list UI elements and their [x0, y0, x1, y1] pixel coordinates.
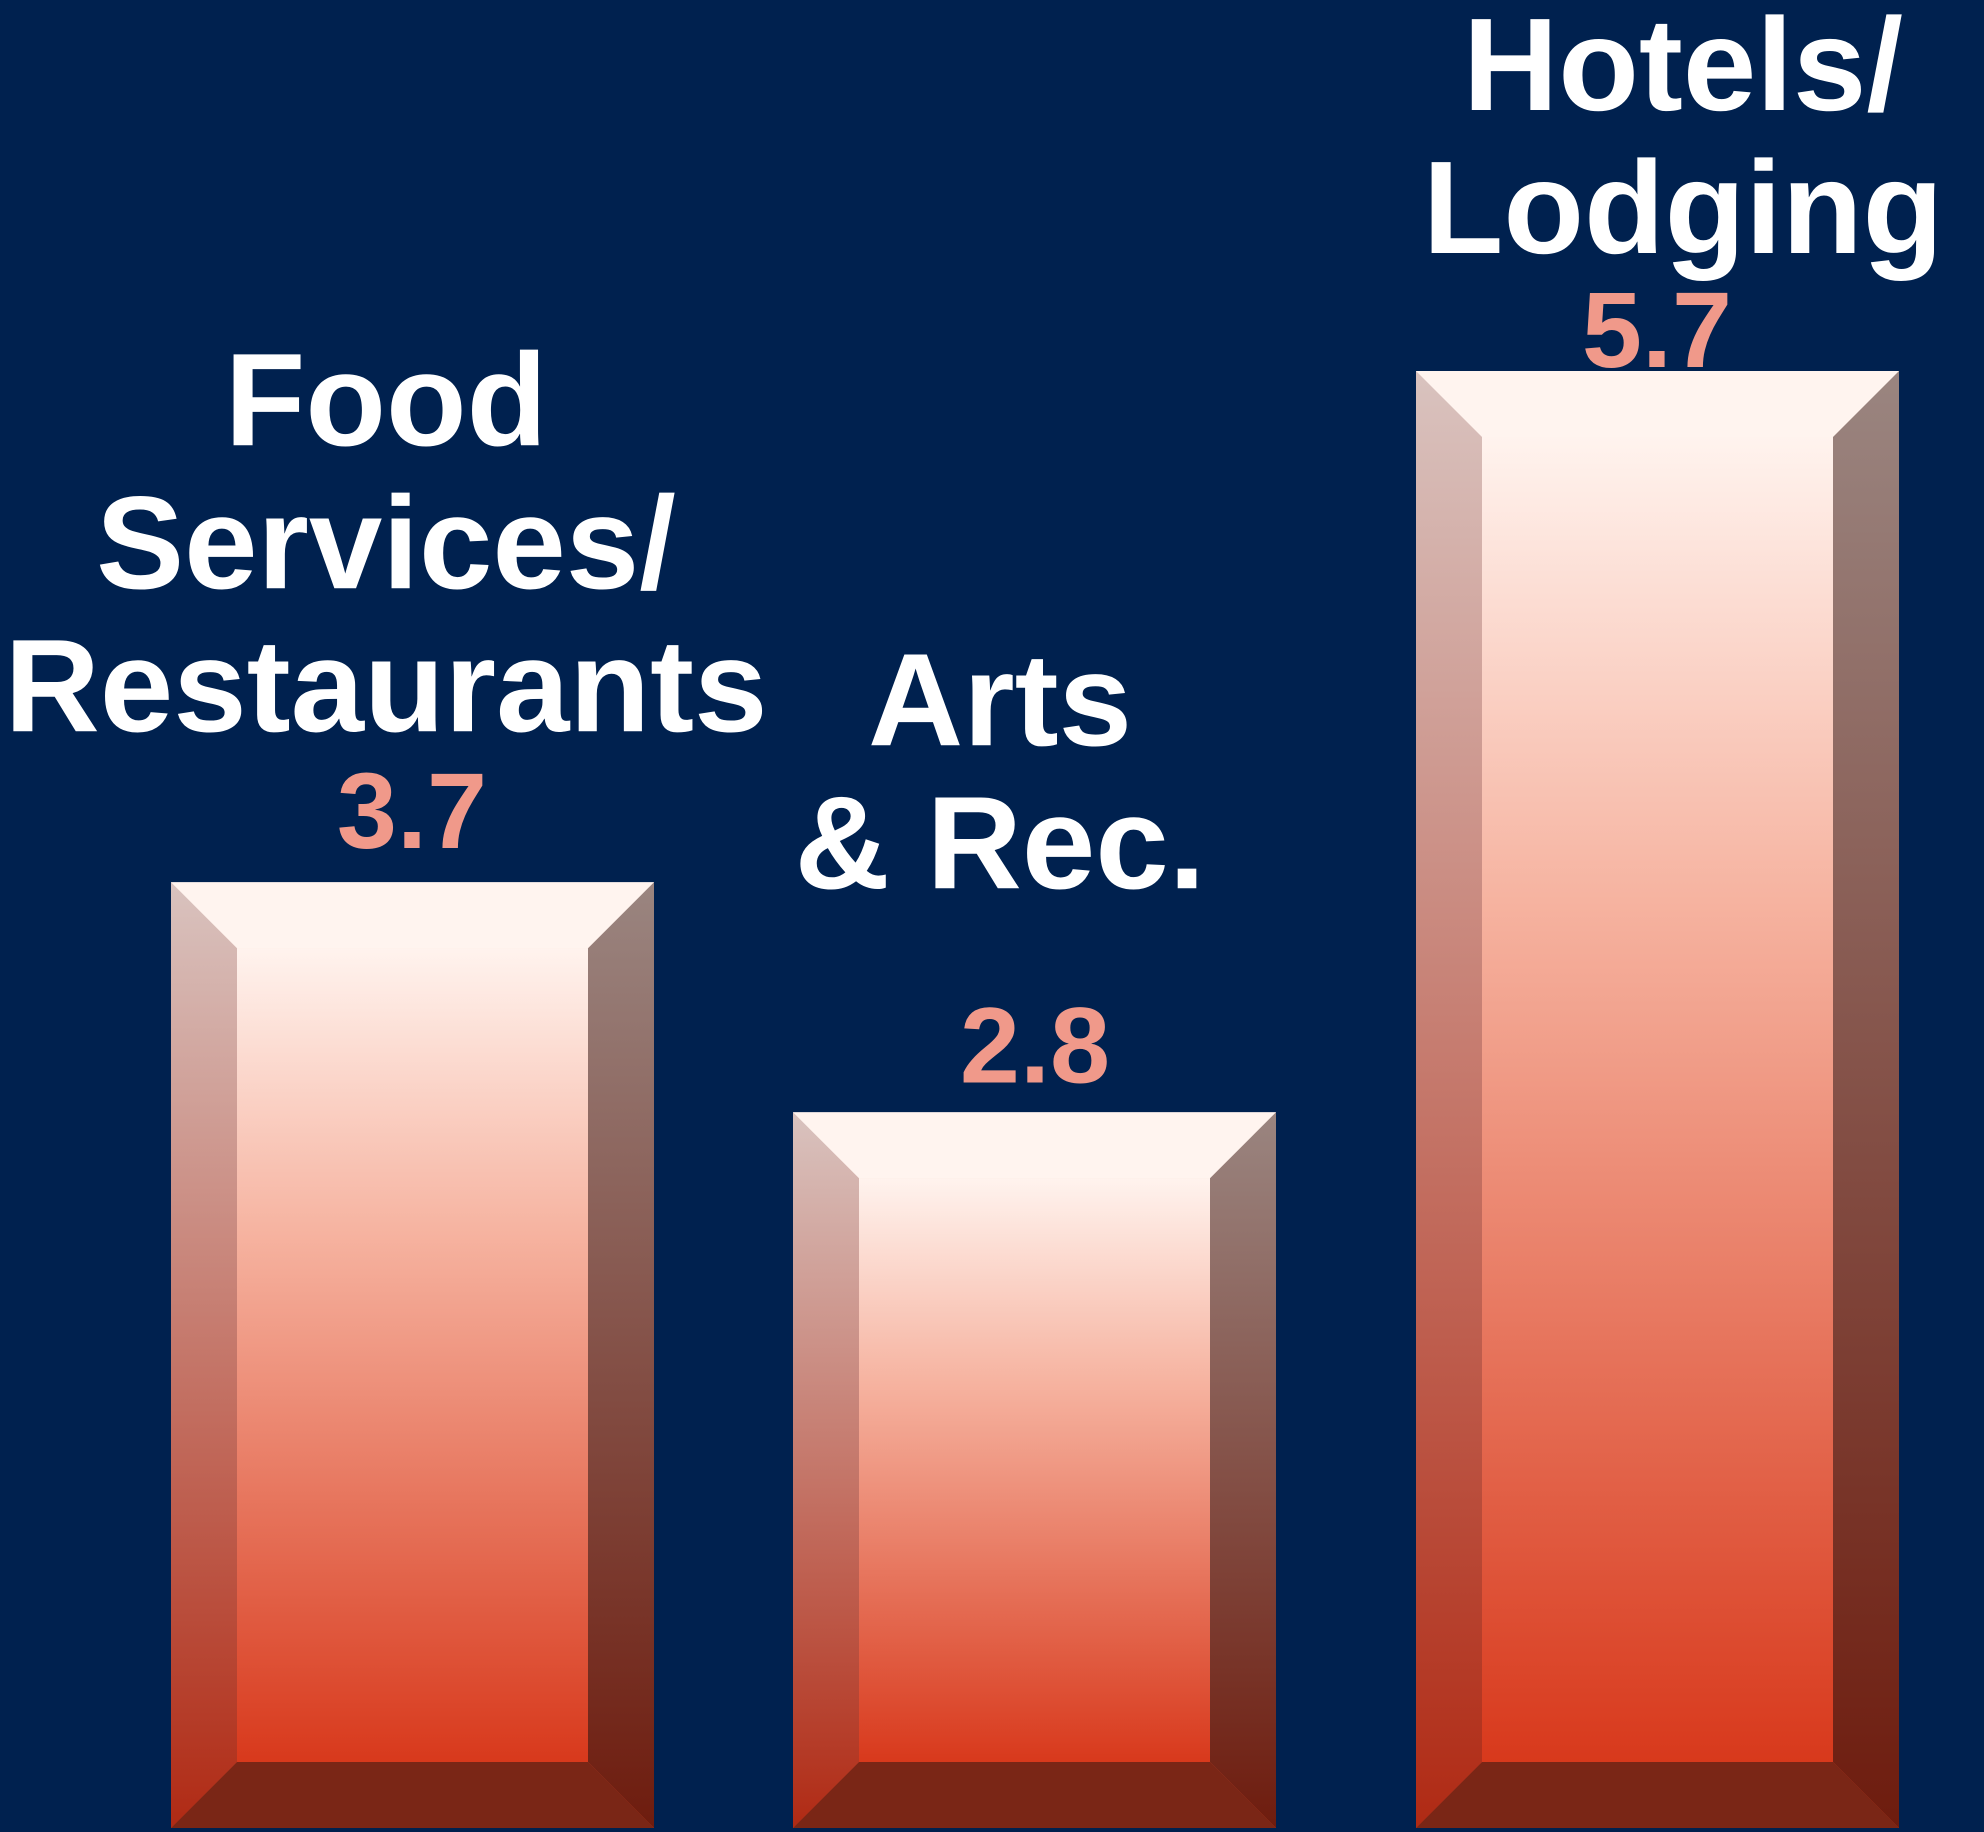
bar-bevel-bottom	[793, 1762, 1276, 1828]
bar-bevel-top	[793, 1112, 1276, 1179]
bar-group	[171, 882, 654, 1828]
category-label: Lodging	[1423, 134, 1943, 281]
bar-bevel-left	[1416, 371, 1482, 1828]
value-label: 3.7	[337, 750, 487, 871]
bar-group	[793, 1112, 1276, 1828]
bar-front	[1482, 437, 1833, 1762]
category-label: Services/	[96, 469, 676, 616]
category-label: Hotels/	[1463, 0, 1903, 138]
bar-front	[237, 948, 588, 1762]
value-label: 5.7	[1582, 269, 1732, 390]
bar-bevel-bottom	[1416, 1762, 1899, 1828]
bar-bevel-top	[171, 882, 654, 949]
bar-group	[1416, 371, 1899, 1828]
bar-bevel-right	[1833, 371, 1899, 1828]
bar-bevel-right	[588, 882, 654, 1828]
bar-bevel-left	[171, 882, 237, 1828]
bar-bevel-bottom	[171, 1762, 654, 1828]
category-label: Arts	[868, 626, 1132, 773]
bar-front	[859, 1178, 1210, 1762]
bar-bevel-top	[1416, 371, 1899, 437]
bar-bevel-left	[793, 1112, 859, 1828]
category-label: Restaurants	[5, 612, 768, 759]
category-label: Food	[225, 326, 548, 473]
bar-bevel-right	[1210, 1112, 1276, 1828]
category-label: & Rec.	[795, 769, 1206, 916]
value-label: 2.8	[960, 984, 1110, 1105]
